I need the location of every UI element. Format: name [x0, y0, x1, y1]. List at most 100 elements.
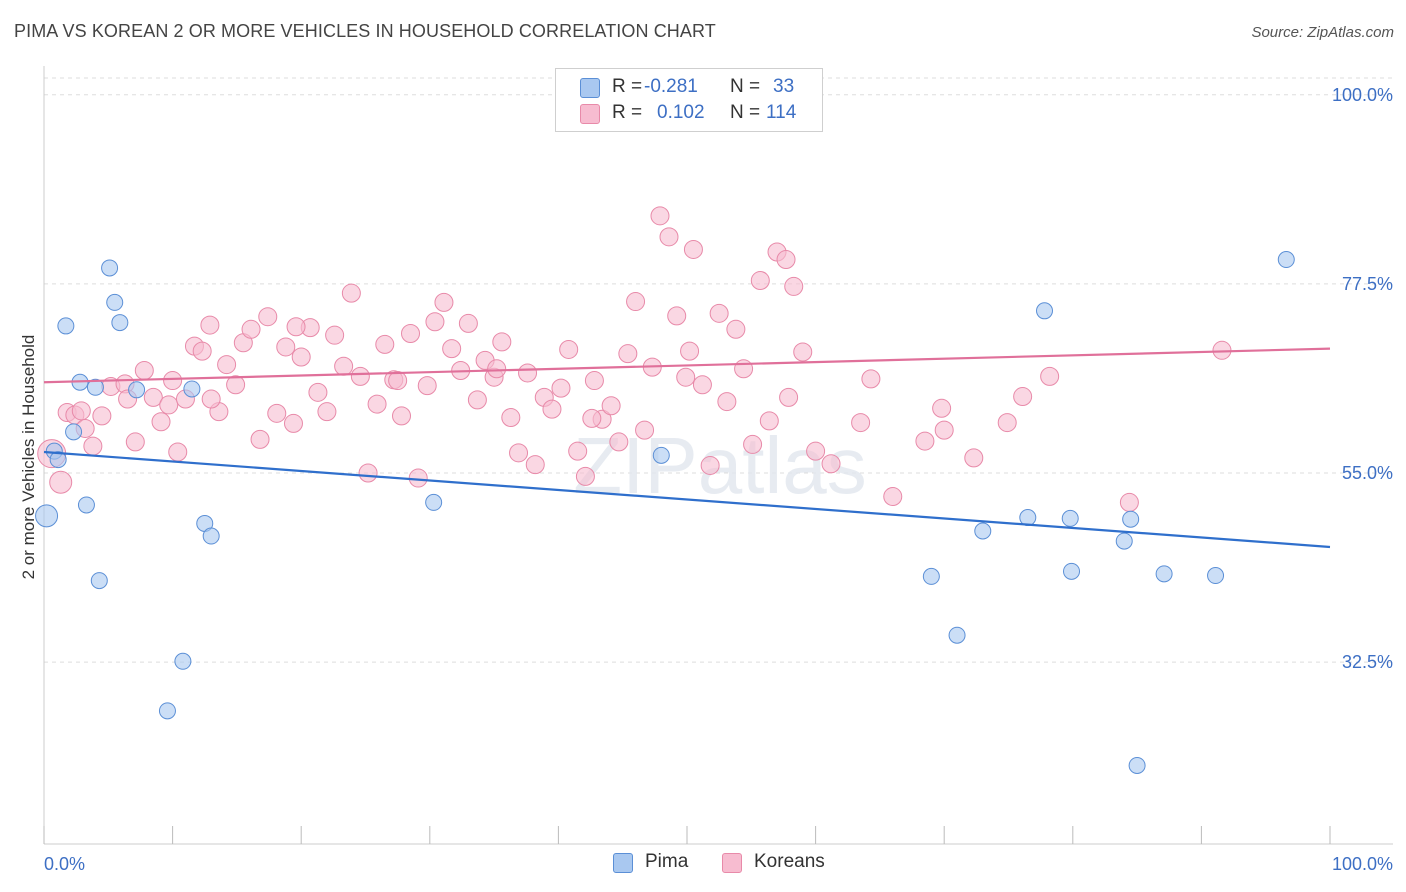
pima-points — [35, 251, 1295, 774]
pima-point — [111, 314, 129, 332]
pima-point — [1063, 562, 1081, 580]
korean-point — [241, 319, 261, 339]
y-tick-label: 32.5% — [1342, 652, 1393, 672]
korean-point — [286, 317, 306, 337]
korean-point — [392, 406, 412, 426]
pima-point — [174, 652, 192, 670]
korean-point — [71, 401, 91, 421]
korean-point — [434, 292, 454, 312]
korean-point — [226, 375, 246, 395]
pima-point — [1061, 509, 1079, 527]
korean-point — [267, 403, 287, 423]
korean-point — [559, 339, 579, 359]
x-tick-label-min: 0.0% — [44, 854, 85, 874]
korean-point — [151, 412, 171, 432]
korean-point — [192, 341, 212, 361]
source-credit: Source: ZipAtlas.com — [1251, 24, 1394, 41]
korean-point — [676, 367, 696, 387]
pima-point — [86, 378, 104, 396]
korean-point — [317, 402, 337, 422]
r-label: R = — [612, 102, 643, 123]
pima-point — [652, 446, 670, 464]
korean-point — [683, 239, 703, 259]
korean-point — [388, 371, 408, 391]
korean-point — [509, 443, 529, 463]
korean-point — [915, 431, 935, 451]
korean-point — [1040, 366, 1060, 386]
pima-point — [106, 293, 124, 311]
korean-point — [542, 399, 562, 419]
pima-point — [35, 504, 59, 528]
korean-point — [367, 394, 387, 414]
korean-point — [525, 455, 545, 475]
n-value: 33 — [773, 76, 795, 97]
korean-point — [501, 408, 521, 428]
korean-point — [584, 371, 604, 391]
korean-point — [283, 413, 303, 433]
y-tick-label: 100.0% — [1332, 85, 1393, 105]
korean-point — [680, 341, 700, 361]
korean-point — [308, 382, 328, 402]
korean-point — [750, 271, 770, 291]
korean-point — [200, 315, 220, 335]
r-value: 0.102 — [657, 102, 705, 123]
n-label: N = — [730, 102, 761, 123]
korean-point — [250, 429, 270, 449]
korean-point — [575, 466, 595, 486]
korean-trend-line — [43, 347, 1331, 384]
korean-point — [734, 359, 754, 379]
korean-point — [258, 307, 278, 327]
korean-point — [334, 356, 354, 376]
korean-point — [341, 283, 361, 303]
pima-point — [101, 259, 119, 277]
pima-point — [65, 423, 83, 441]
y-tick-labels: 100.0% 77.5% 55.0% 32.5% — [1332, 85, 1393, 672]
n-value: 114 — [766, 102, 797, 123]
korean-point — [793, 342, 813, 362]
korean-point — [568, 441, 588, 461]
korean-point — [709, 303, 729, 323]
korean-point — [83, 436, 103, 456]
r-label: R = — [612, 76, 643, 97]
pima-point — [1155, 565, 1173, 583]
korean-point — [650, 206, 670, 226]
korean-point — [325, 325, 345, 345]
legend-label-pima: Pima — [645, 851, 689, 872]
pima-swatch — [613, 853, 633, 873]
korean-point — [861, 369, 881, 389]
korean-point — [692, 375, 712, 395]
pima-point — [158, 702, 176, 720]
gridlines — [44, 77, 1393, 663]
pima-trend-line — [43, 450, 1331, 549]
y-tick-label: 55.0% — [1342, 463, 1393, 483]
korean-point — [726, 319, 746, 339]
korean-point — [851, 413, 871, 433]
pima-point — [922, 567, 940, 585]
korean-point — [551, 378, 571, 398]
pima-point — [183, 380, 201, 398]
korean-point — [601, 396, 621, 416]
korean-point — [92, 406, 112, 426]
korean-point — [582, 408, 602, 428]
korean-point — [743, 434, 763, 454]
korean-point — [458, 313, 478, 333]
korean-point — [934, 420, 954, 440]
korean-point — [997, 413, 1017, 433]
korean-point — [401, 323, 421, 343]
korean-point — [1119, 492, 1139, 512]
korean-point — [779, 387, 799, 407]
pima-point — [90, 572, 108, 590]
chart-title: PIMA VS KOREAN 2 OR MORE VEHICLES IN HOU… — [14, 21, 716, 41]
korean-point — [408, 468, 428, 488]
x-tick-label-max: 100.0% — [1332, 854, 1393, 874]
trend-lines — [43, 347, 1331, 549]
korean-point — [159, 395, 179, 415]
korean-point — [163, 371, 183, 391]
korean-point — [276, 337, 296, 357]
pima-point — [1207, 567, 1225, 585]
korean-point — [168, 442, 188, 462]
pima-point — [1036, 302, 1054, 320]
korean-point — [143, 387, 163, 407]
pima-point — [1122, 510, 1140, 528]
pima-point — [1115, 532, 1133, 550]
